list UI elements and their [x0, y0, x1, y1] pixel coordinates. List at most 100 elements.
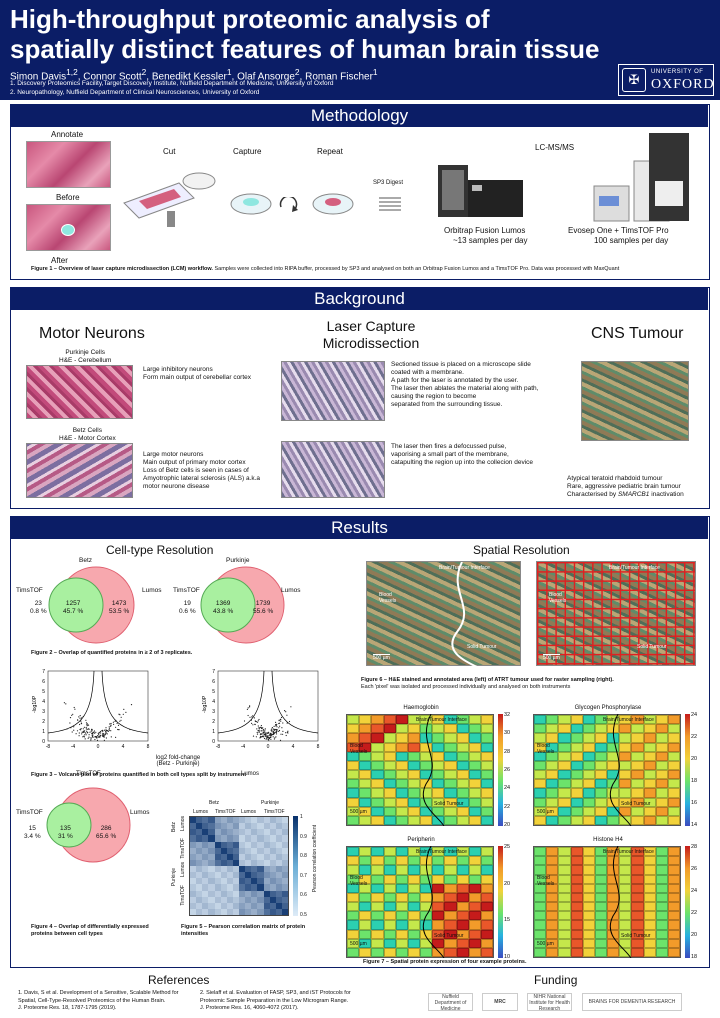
- heatmap-cell: [480, 806, 493, 816]
- heatmap-cell: [407, 806, 420, 816]
- heatmap-cell: [444, 770, 457, 780]
- volcano-point: [117, 724, 120, 726]
- heatmap-cell: [407, 788, 420, 798]
- heatmap-cell: [655, 892, 668, 902]
- venn-diff-right: 286 65.6 %: [96, 825, 116, 841]
- heatmap-cell: [468, 715, 481, 725]
- volcano-point: [109, 723, 111, 725]
- heatmap-cell: [534, 815, 547, 825]
- corr-cell: [214, 878, 221, 885]
- corr-cell: [196, 847, 203, 854]
- heatmap-cell: [359, 856, 372, 866]
- corr-cell: [275, 878, 282, 885]
- betz-desc-line: Main output of primary motor cortex: [143, 459, 246, 466]
- percent: 3.4 %: [24, 833, 41, 840]
- heatmap-cell: [667, 715, 680, 725]
- corr-side-row: Lumos: [180, 862, 186, 878]
- nihr-logo: NIHR National Institute for Health Resea…: [527, 993, 572, 1011]
- volcano-point: [282, 733, 284, 735]
- corr-cell: [257, 829, 264, 836]
- corr-cell: [190, 902, 197, 909]
- heatmap-cell: [594, 920, 607, 930]
- volcano-axes: [47, 670, 149, 742]
- heatmap-cell: [456, 760, 469, 770]
- heatmap-cell: [594, 751, 607, 761]
- volcano-point: [80, 722, 82, 724]
- heatmap-cell: [432, 715, 445, 725]
- corr-cell: [251, 817, 258, 824]
- corr-cell: [275, 841, 282, 848]
- volcano-instrument-left: TimsTOF: [76, 771, 101, 777]
- volcano-xlabel-2: (Betz - Purkinje): [156, 761, 200, 767]
- cns-desc-prefix: Characterised by: [567, 491, 618, 498]
- volcano-point: [262, 727, 264, 729]
- corr-cell: [257, 847, 264, 854]
- corr-cell: [232, 896, 239, 903]
- volcano-point: [264, 734, 266, 736]
- heatmap-cell: [546, 742, 559, 752]
- corr-cell: [220, 823, 227, 830]
- heatmap-cell: [619, 920, 632, 930]
- heatmap-cell: [655, 929, 668, 939]
- corr-cell: [245, 866, 252, 873]
- heatmap-panel: Histone H4 Brain/Tumour Interface Blood Ve…: [533, 837, 703, 962]
- heatmap-cell: [607, 874, 620, 884]
- heatmap-cell: [407, 847, 420, 857]
- heatmap-cell: [667, 779, 680, 789]
- corr-cell: [275, 853, 282, 860]
- venn-purkinje-right-label: Lumos: [281, 587, 301, 594]
- heatmap-cell: [347, 815, 360, 825]
- corr-cell: [196, 866, 203, 873]
- volcano-point: [103, 734, 106, 736]
- venn-purkinje-mid: 1369 43.8 %: [213, 600, 233, 616]
- heatmap-cell: [456, 715, 469, 725]
- volcano-xtick: -4: [71, 744, 76, 750]
- heatmap-cell: [594, 947, 607, 957]
- heatmap-interface-label: Brain/Tumour Interface: [416, 717, 467, 723]
- volcano-point: [275, 721, 277, 723]
- heatmap-cell: [383, 865, 396, 875]
- heatmap-cell: [643, 742, 656, 752]
- heatmap-cell: [359, 806, 372, 816]
- corr-cell: [281, 902, 288, 909]
- volcano-point: [119, 720, 121, 722]
- cns-desc-gene: SMARCB1: [617, 491, 650, 498]
- heatmap-cell: [558, 760, 571, 770]
- heatmap-cell: [570, 883, 583, 893]
- corr-top-col: TimsTOF: [264, 809, 285, 815]
- volcano-point: [118, 729, 120, 731]
- heatmap-cell: [480, 788, 493, 798]
- heatmap-cell: [468, 883, 481, 893]
- volcano-ytick: 3: [42, 709, 45, 715]
- heatmap-cell: [468, 751, 481, 761]
- volcano-point: [86, 725, 88, 727]
- heatmap-cell: [594, 856, 607, 866]
- heatmap-cell: [456, 929, 469, 939]
- heatmap-cell: [456, 856, 469, 866]
- corr-cell: [208, 908, 215, 915]
- heatmap-cell: [607, 770, 620, 780]
- volcano-point: [83, 726, 85, 728]
- heatmap-cell: [643, 806, 656, 816]
- heatmap-cell: [546, 724, 559, 734]
- corr-cell: [263, 872, 270, 879]
- volcano-point: [260, 730, 262, 732]
- heatmap-cell: [444, 847, 457, 857]
- heatmap-solid-label: Solid Tumour: [434, 933, 464, 939]
- volcano-point: [77, 719, 79, 721]
- volcano-point: [113, 723, 115, 725]
- corr-cell: [196, 859, 203, 866]
- oxford-logo: ✠ UNIVERSITY OF OXFORD: [618, 64, 714, 96]
- heatmap-cell: [534, 856, 547, 866]
- volcano-point: [273, 733, 275, 735]
- heatmap-cell: [558, 911, 571, 921]
- volcano-point: [286, 714, 288, 716]
- volcano-point: [69, 717, 72, 719]
- lcm-description-1: Sectioned tissue is placed on a microsco…: [391, 361, 581, 409]
- corr-cell: [214, 823, 221, 830]
- volcano-point: [80, 720, 82, 722]
- corr-cell: [202, 866, 209, 873]
- title-line-1: High-throughput proteomic analysis of: [10, 4, 490, 34]
- heatmap-cell: [594, 724, 607, 734]
- heatmap-cell: [432, 856, 445, 866]
